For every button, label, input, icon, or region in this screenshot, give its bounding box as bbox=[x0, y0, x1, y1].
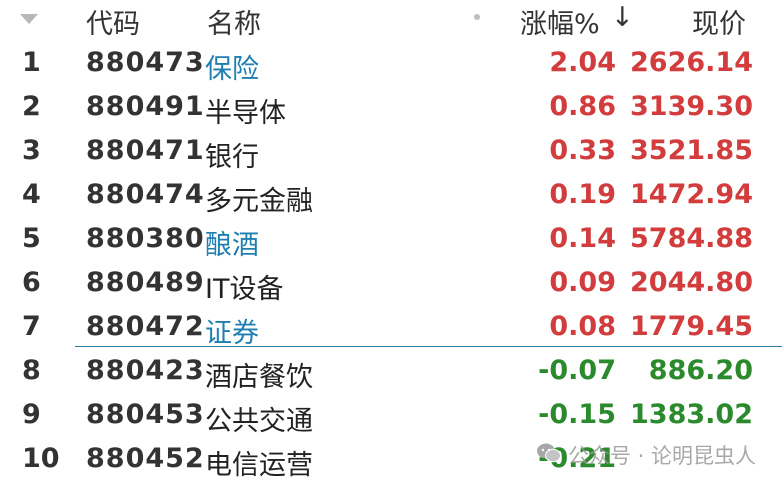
row-index: 4 bbox=[22, 179, 41, 210]
table-row[interactable]: 9 880453 公共交通 -0.15 1383.02 bbox=[0, 396, 782, 440]
sort-triangle-icon[interactable] bbox=[20, 14, 38, 24]
row-index: 1 bbox=[22, 47, 41, 78]
row-price: 886.20 bbox=[648, 355, 753, 386]
table-row[interactable]: 6 880489 IT设备 0.09 2044.80 bbox=[0, 264, 782, 308]
dot-icon bbox=[474, 14, 480, 20]
row-price: 2626.14 bbox=[630, 47, 753, 78]
header-code[interactable]: 代码 bbox=[86, 9, 140, 40]
row-change: 0.86 bbox=[549, 91, 616, 122]
row-index: 10 bbox=[22, 443, 60, 474]
header-price[interactable]: 现价 bbox=[692, 9, 746, 40]
sort-down-icon: ↓ bbox=[611, 2, 634, 33]
row-index: 3 bbox=[22, 135, 41, 166]
watermark: 公众号 · 论明昆虫人 bbox=[536, 440, 782, 468]
wechat-icon bbox=[537, 443, 561, 463]
header-name[interactable]: 名称 bbox=[207, 9, 261, 40]
row-name: 半导体 bbox=[205, 98, 286, 129]
row-name: 酿酒 bbox=[205, 230, 259, 261]
row-price: 3139.30 bbox=[630, 91, 753, 122]
row-change: -0.15 bbox=[538, 399, 616, 430]
row-price: 3521.85 bbox=[630, 135, 753, 166]
table-row[interactable]: 8 880423 酒店餐饮 -0.07 886.20 bbox=[0, 352, 782, 396]
row-index: 6 bbox=[22, 267, 41, 298]
table-row[interactable]: 1 880473 保险 2.04 2626.14 bbox=[0, 44, 782, 88]
row-name: 酒店餐饮 bbox=[205, 362, 313, 393]
row-price: 2044.80 bbox=[630, 267, 753, 298]
row-name: 电信运营 bbox=[205, 450, 313, 481]
row-code: 880473 bbox=[86, 47, 205, 78]
row-code: 880423 bbox=[86, 355, 205, 386]
table-row[interactable]: 4 880474 多元金融 0.19 1472.94 bbox=[0, 176, 782, 220]
row-code: 880471 bbox=[86, 135, 205, 166]
table-row[interactable]: 5 880380 酿酒 0.14 5784.88 bbox=[0, 220, 782, 264]
row-code: 880489 bbox=[86, 267, 205, 298]
row-index: 8 bbox=[22, 355, 41, 386]
row-name: 多元金融 bbox=[205, 186, 313, 217]
up-down-divider bbox=[75, 346, 782, 347]
row-change: 0.14 bbox=[549, 223, 616, 254]
watermark-text: 公众号 · 论明昆虫人 bbox=[568, 444, 757, 468]
row-name: 公共交通 bbox=[205, 406, 313, 437]
row-code: 880380 bbox=[86, 223, 205, 254]
row-name: 证券 bbox=[205, 318, 259, 349]
row-name: IT设备 bbox=[205, 274, 284, 305]
table-row[interactable]: 2 880491 半导体 0.86 3139.30 bbox=[0, 88, 782, 132]
row-change: 0.33 bbox=[549, 135, 616, 166]
header-change[interactable]: 涨幅% bbox=[520, 9, 600, 40]
row-name: 银行 bbox=[205, 142, 259, 173]
row-index: 7 bbox=[22, 311, 41, 342]
row-index: 2 bbox=[22, 91, 41, 122]
row-price: 1383.02 bbox=[630, 399, 753, 430]
row-name: 保险 bbox=[205, 54, 259, 85]
row-price: 1779.45 bbox=[630, 311, 753, 342]
row-change: 0.19 bbox=[549, 179, 616, 210]
row-change: 2.04 bbox=[549, 47, 616, 78]
row-change: 0.09 bbox=[549, 267, 616, 298]
row-code: 880453 bbox=[86, 399, 205, 430]
table-row[interactable]: 3 880471 银行 0.33 3521.85 bbox=[0, 132, 782, 176]
row-code: 880474 bbox=[86, 179, 205, 210]
row-code: 880452 bbox=[86, 443, 205, 474]
row-index: 5 bbox=[22, 223, 41, 254]
row-price: 1472.94 bbox=[630, 179, 753, 210]
row-price: 5784.88 bbox=[630, 223, 753, 254]
row-code: 880472 bbox=[86, 311, 205, 342]
table-header: 代码 名称 涨幅% ↓ 现价 bbox=[0, 0, 782, 40]
row-code: 880491 bbox=[86, 91, 205, 122]
row-change: -0.07 bbox=[538, 355, 616, 386]
table-row[interactable]: 7 880472 证券 0.08 1779.45 bbox=[0, 308, 782, 352]
row-index: 9 bbox=[22, 399, 41, 430]
row-change: 0.08 bbox=[549, 311, 616, 342]
